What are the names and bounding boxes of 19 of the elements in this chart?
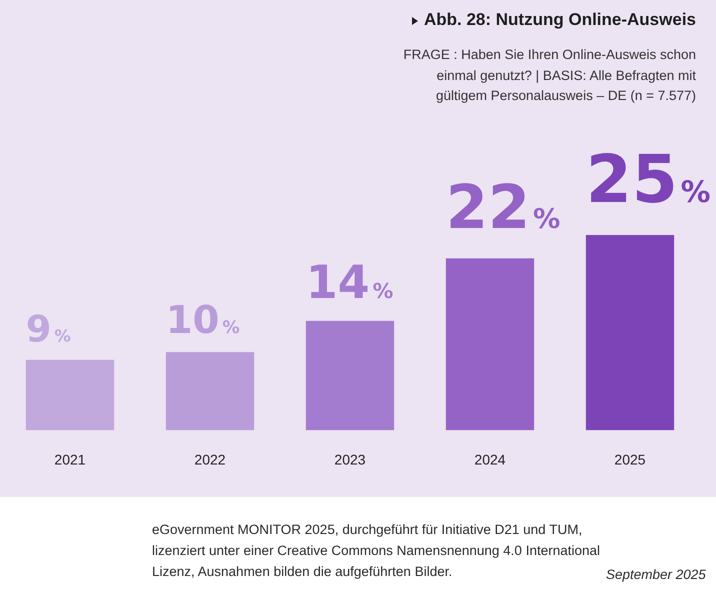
data-label: 22% (446, 173, 560, 244)
data-label: 25% (586, 141, 710, 218)
x-tick-label: 2024 (474, 451, 506, 468)
x-tick-label: 2021 (54, 451, 86, 468)
x-tick-label: 2023 (334, 451, 366, 468)
chart-title: Abb. 28: Nutzung Online-Ausweis (424, 10, 696, 30)
bar (446, 258, 534, 430)
bar (306, 320, 394, 430)
data-label: 9% (26, 308, 71, 351)
data-label: 10% (166, 298, 240, 343)
x-tick-label: 2022 (194, 451, 226, 468)
chart-subtitle: FRAGE : Haben Sie Ihren Online-Ausweis schon einmal genutzt? | BASIS: Alle Befragten mit gültigem Personalausweis – DE (n = 7.577) (402, 46, 696, 105)
bar (26, 360, 114, 430)
x-tick-label: 2025 (614, 451, 646, 468)
text: eGovernment MONITOR 2025, durchgeführt für Initiative D21 und TUM, lizenziert unter einer Creative Commons Namensnennung 4.0 International Lizenz, Ausnahmen bilden die aufgeführten Bilder. (152, 522, 600, 579)
data-label: 14% (306, 256, 394, 310)
bar (166, 352, 254, 430)
bar (586, 235, 674, 430)
text: September 2025 (606, 566, 706, 584)
